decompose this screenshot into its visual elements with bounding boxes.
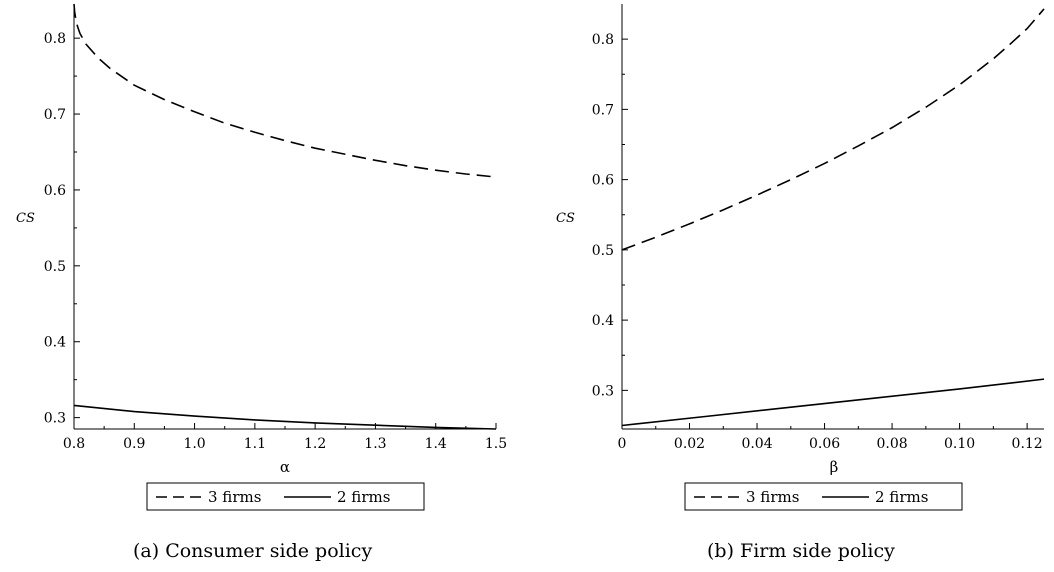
series-line-3-firms xyxy=(73,3,497,178)
x-tick-label-0-12: 0.12 xyxy=(1012,436,1043,452)
legend: 3 firms 2 firms xyxy=(684,482,963,511)
x-axis-label: α xyxy=(280,458,290,476)
panel-consumer-side-policy: 0.3 0.4 0.5 0.6 0.7 0.8 0.8 0.9 1.0 1.1 1.2 1.3 1.4… xyxy=(16,3,507,562)
y-tick-label-0-8: 0.8 xyxy=(44,31,66,47)
y-tick-label-0-5: 0.5 xyxy=(44,259,66,275)
y-tick-label-0-3: 0.3 xyxy=(592,383,614,399)
caption: (b) Firm side policy xyxy=(707,540,895,562)
series-line-3-firms xyxy=(621,8,1045,251)
legend: 3 firms 2 firms xyxy=(146,482,425,511)
y-tick-label-0-7: 0.7 xyxy=(44,107,66,123)
x-ticks: 0.8 0.9 1.0 1.1 1.2 1.3 1.4 1.5 xyxy=(63,423,507,452)
curves xyxy=(73,3,497,430)
x-tick-label-0-02: 0.02 xyxy=(674,436,705,452)
y-tick-label-0-6: 0.6 xyxy=(44,183,66,199)
x-tick-label-1-2: 1.2 xyxy=(304,436,326,452)
y-tick-label-0-8: 0.8 xyxy=(592,32,614,48)
x-axis-label: β xyxy=(830,458,839,476)
y-axis-label: CS xyxy=(556,211,575,226)
series-line-2-firms xyxy=(73,404,497,430)
x-tick-label-1-3: 1.3 xyxy=(364,436,386,452)
y-tick-label-0-4: 0.4 xyxy=(592,313,614,329)
legend-label-3-firms: 3 firms xyxy=(746,488,799,506)
caption: (a) Consumer side policy xyxy=(133,540,372,562)
y-tick-label-0-7: 0.7 xyxy=(592,102,614,118)
legend-label-2-firms: 2 firms xyxy=(875,488,928,506)
x-tick-label-0: 0 xyxy=(618,436,627,452)
x-tick-label-0-10: 0.10 xyxy=(944,436,975,452)
legend-label-3-firms: 3 firms xyxy=(208,488,261,506)
panel-firm-side-policy: 0.3 0.4 0.5 0.6 0.7 0.8 0 0.02 0.04 0.06 0.08 0.10… xyxy=(556,4,1045,562)
legend-label-2-firms: 2 firms xyxy=(337,488,390,506)
x-tick-label-0-06: 0.06 xyxy=(809,436,840,452)
y-ticks: 0.3 0.4 0.5 0.6 0.7 0.8 xyxy=(592,32,628,399)
curves xyxy=(621,8,1045,427)
x-tick-label-0-8: 0.8 xyxy=(63,436,85,452)
x-tick-label-1-1: 1.1 xyxy=(244,436,266,452)
x-tick-label-0-9: 0.9 xyxy=(123,436,145,452)
y-tick-label-0-6: 0.6 xyxy=(592,173,614,189)
y-tick-label-0-3: 0.3 xyxy=(44,411,66,427)
series-line-2-firms xyxy=(621,378,1045,427)
y-ticks: 0.3 0.4 0.5 0.6 0.7 0.8 xyxy=(44,31,80,427)
y-tick-label-0-5: 0.5 xyxy=(592,243,614,259)
x-tick-label-0-08: 0.08 xyxy=(876,436,907,452)
y-tick-label-0-4: 0.4 xyxy=(44,335,66,351)
y-axis-label: CS xyxy=(16,211,35,226)
x-tick-label-0-04: 0.04 xyxy=(741,436,772,452)
x-tick-label-1-4: 1.4 xyxy=(425,436,447,452)
legend-box xyxy=(146,482,425,511)
x-tick-label-1-5: 1.5 xyxy=(485,436,507,452)
x-tick-label-1-0: 1.0 xyxy=(183,436,205,452)
legend-box xyxy=(684,482,963,511)
x-ticks: 0 0.02 0.04 0.06 0.08 0.10 0.12 xyxy=(618,423,1043,452)
